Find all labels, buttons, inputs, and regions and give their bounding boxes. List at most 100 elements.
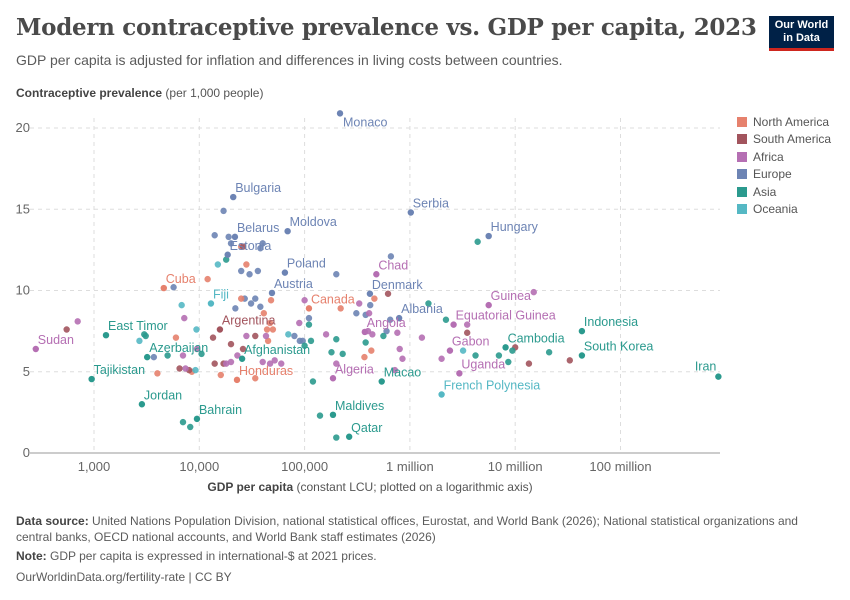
source-url-link[interactable]: OurWorldinData.org/fertility-rate | CC B… xyxy=(16,570,232,584)
data-point-azerbaijan xyxy=(143,353,151,361)
legend-label: North America xyxy=(753,114,830,129)
point-label: Hungary xyxy=(491,220,539,234)
point-label: Maldives xyxy=(335,399,384,413)
point-label: Albania xyxy=(401,302,443,316)
x-tick-label: 100,000 xyxy=(281,459,328,474)
data-point xyxy=(394,329,401,336)
data-point xyxy=(309,378,317,385)
data-point xyxy=(136,337,143,345)
owid-logo[interactable]: Our World in Data xyxy=(769,16,834,51)
data-point xyxy=(285,331,292,338)
data-point xyxy=(266,360,274,367)
data-point xyxy=(367,301,374,309)
data-point xyxy=(220,207,227,215)
data-point xyxy=(396,345,403,353)
point-label: Chad xyxy=(378,258,408,272)
data-point-monaco xyxy=(336,110,344,117)
data-point xyxy=(217,371,224,379)
data-point xyxy=(299,337,306,345)
data-point xyxy=(74,318,81,325)
data-point xyxy=(355,300,363,307)
note: Note: GDP per capita is expressed in int… xyxy=(16,549,377,563)
y-tick-label: 0 xyxy=(23,445,30,460)
data-point xyxy=(176,365,183,372)
data-point-maldives xyxy=(329,411,337,419)
data-point xyxy=(509,347,516,354)
chart-title: Modern contraceptive prevalence vs. GDP … xyxy=(16,14,757,41)
data-point xyxy=(211,360,218,367)
point-label: Angola xyxy=(367,316,406,330)
data-point xyxy=(472,352,479,359)
data-point-cambodia xyxy=(502,344,509,351)
data-point-afghanistan xyxy=(238,355,246,362)
data-point xyxy=(178,301,185,309)
data-point xyxy=(296,319,303,327)
data-point-french-polynesia xyxy=(438,391,445,398)
data-point xyxy=(266,319,274,327)
y-tick-label: 15 xyxy=(16,201,30,216)
legend-item[interactable]: Europe xyxy=(737,166,831,184)
point-label: Indonesia xyxy=(584,315,638,329)
data-point xyxy=(459,347,467,354)
data-point xyxy=(209,334,217,341)
chart-subtitle: GDP per capita is adjusted for inflation… xyxy=(16,52,563,68)
data-point xyxy=(291,332,298,340)
point-label: Cuba xyxy=(166,272,196,286)
data-point xyxy=(264,337,272,345)
data-point xyxy=(362,339,369,346)
legend-item[interactable]: North America xyxy=(737,113,831,131)
data-point xyxy=(247,300,255,307)
point-label: Belarus xyxy=(237,221,279,235)
x-tick-label: 1,000 xyxy=(78,459,111,474)
data-point xyxy=(278,360,285,367)
data-point-equatorial-guinea xyxy=(450,321,457,328)
data-point xyxy=(259,358,266,366)
point-label: Bulgaria xyxy=(235,181,281,195)
point-label: East Timor xyxy=(108,319,168,333)
legend-swatch xyxy=(737,134,747,145)
legend-label: South America xyxy=(753,132,832,147)
data-point xyxy=(369,331,376,338)
point-label: Azerbaijan xyxy=(149,341,208,355)
data-point xyxy=(234,352,241,359)
legend-item[interactable]: Oceania xyxy=(737,201,831,219)
data-point xyxy=(227,240,235,247)
data-point-cuba xyxy=(160,284,167,292)
data-point xyxy=(371,295,378,302)
data-point xyxy=(425,300,432,307)
legend-item[interactable]: South America xyxy=(737,131,831,149)
point-label: Iran xyxy=(695,360,717,374)
x-tick-label: 10 million xyxy=(488,459,543,474)
data-point xyxy=(63,326,70,333)
point-label: Canada xyxy=(311,292,355,306)
point-label: Moldova xyxy=(290,215,337,229)
data-point xyxy=(361,353,368,361)
data-point xyxy=(252,332,259,340)
data-point xyxy=(399,355,406,362)
data-point xyxy=(530,288,537,296)
data-point xyxy=(384,290,392,297)
data-point xyxy=(172,334,180,341)
data-point-sudan xyxy=(32,345,39,353)
x-tick-label: 10,000 xyxy=(179,459,219,474)
point-label: Serbia xyxy=(413,197,449,211)
data-point xyxy=(179,352,187,359)
point-label: Honduras xyxy=(239,364,293,378)
legend-item[interactable]: Africa xyxy=(737,148,831,166)
data-point xyxy=(387,253,395,260)
data-point xyxy=(322,331,330,338)
data-point xyxy=(222,256,230,263)
point-label: French Polynesia xyxy=(444,379,541,393)
legend-item[interactable]: Asia xyxy=(737,183,831,201)
data-point xyxy=(438,355,445,362)
data-point xyxy=(164,352,171,359)
data-point xyxy=(232,305,239,312)
data-point xyxy=(463,321,471,328)
data-point xyxy=(260,310,268,317)
data-point xyxy=(214,261,222,268)
legend-swatch xyxy=(737,116,747,127)
point-label: Algeria xyxy=(335,362,374,376)
data-point xyxy=(505,358,512,366)
data-point-indonesia xyxy=(578,327,586,335)
